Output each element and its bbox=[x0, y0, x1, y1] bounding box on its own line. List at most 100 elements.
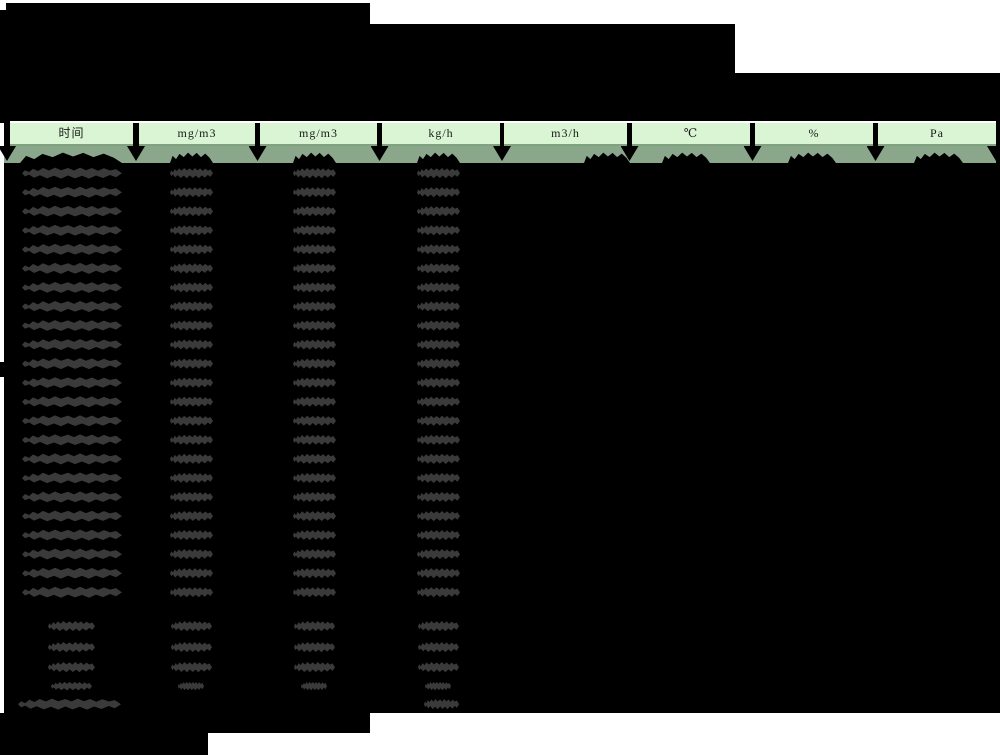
header-cell-temp-c[interactable]: ℃ bbox=[632, 123, 750, 146]
redaction-block-subtitle bbox=[0, 24, 735, 73]
redacted-value-blob bbox=[293, 472, 336, 483]
redacted-value-blob bbox=[170, 377, 213, 388]
header-cell-mg-m3-1[interactable]: mg/m3 bbox=[139, 123, 255, 146]
redacted-stat-value-blob bbox=[294, 621, 335, 632]
redacted-time-blob bbox=[22, 377, 122, 389]
redacted-value-blob bbox=[293, 339, 336, 350]
redacted-value-blob bbox=[293, 282, 336, 293]
redacted-stat-value-blob bbox=[294, 662, 335, 673]
redacted-stat-label-blob bbox=[48, 662, 95, 673]
redacted-value-blob bbox=[417, 491, 460, 503]
redacted-first-row-value bbox=[914, 152, 963, 163]
header-cell-kg-h[interactable]: kg/h bbox=[382, 123, 500, 146]
redacted-value-blob bbox=[417, 225, 460, 236]
redacted-value-blob bbox=[170, 568, 213, 579]
redacted-value-blob bbox=[417, 396, 460, 407]
redacted-value-blob bbox=[417, 472, 460, 483]
redacted-value-blob bbox=[293, 225, 336, 236]
redacted-value-blob bbox=[417, 587, 460, 598]
redacted-value-blob bbox=[293, 263, 336, 274]
redacted-value-blob bbox=[170, 263, 213, 274]
redacted-value-blob bbox=[293, 453, 336, 464]
redacted-footer-label-blob bbox=[18, 698, 121, 710]
redacted-value-blob bbox=[293, 377, 336, 388]
redacted-value-blob bbox=[293, 168, 336, 179]
redacted-time-blob bbox=[22, 453, 122, 465]
redacted-stat-label-blob bbox=[48, 621, 95, 632]
redacted-value-blob bbox=[170, 301, 213, 312]
redacted-value-blob bbox=[170, 187, 213, 198]
redacted-stat-value-blob bbox=[418, 662, 459, 673]
redacted-value-blob bbox=[417, 320, 460, 331]
redacted-first-row-value bbox=[584, 152, 630, 163]
redacted-stat-value-blob bbox=[418, 621, 459, 632]
band-divider-wedge bbox=[493, 146, 511, 161]
redacted-first-row-value bbox=[417, 152, 460, 163]
redacted-value-blob bbox=[170, 320, 213, 331]
redaction-tick-left-margin bbox=[0, 362, 9, 377]
redacted-value-blob bbox=[293, 206, 336, 217]
header-cell-mg-m3-2[interactable]: mg/m3 bbox=[260, 123, 377, 146]
redacted-stat-value-blob bbox=[294, 642, 335, 653]
redacted-time-blob bbox=[22, 320, 122, 331]
redacted-value-blob bbox=[417, 529, 460, 541]
redacted-value-blob bbox=[293, 301, 336, 312]
redacted-value-blob bbox=[170, 339, 213, 350]
header-cell-time[interactable]: 时间 bbox=[10, 123, 133, 146]
redacted-value-blob bbox=[417, 434, 460, 445]
redacted-value-blob bbox=[293, 510, 336, 522]
redacted-stat-value-blob bbox=[425, 681, 451, 691]
header-cell-m3-h[interactable]: m3/h bbox=[504, 123, 627, 146]
redacted-stat-label-blob bbox=[48, 642, 95, 653]
redacted-stat-value-blob bbox=[301, 681, 327, 691]
band-divider-wedge bbox=[987, 146, 1000, 161]
redacted-value-blob bbox=[293, 415, 336, 426]
redacted-time-blob bbox=[22, 186, 122, 198]
redacted-stat-value-blob bbox=[171, 621, 212, 632]
redacted-time-blob bbox=[22, 262, 122, 274]
redacted-value-blob bbox=[293, 434, 336, 445]
redacted-value-blob bbox=[417, 301, 460, 312]
redacted-value-blob bbox=[417, 358, 460, 369]
redacted-first-row-value bbox=[788, 152, 836, 163]
redacted-value-blob bbox=[417, 510, 460, 522]
redaction-sliver-right bbox=[996, 121, 1000, 123]
redacted-value-blob bbox=[417, 549, 460, 560]
redacted-time-blob bbox=[22, 301, 122, 312]
redacted-time-blob bbox=[22, 491, 122, 503]
redacted-value-blob bbox=[417, 377, 460, 388]
band-divider-wedge bbox=[248, 146, 267, 161]
band-divider-wedge bbox=[0, 146, 16, 161]
redacted-time-blob bbox=[22, 358, 122, 370]
redacted-time-blob bbox=[22, 167, 122, 179]
redacted-time-blob bbox=[22, 472, 122, 484]
redaction-block-bottom-mid bbox=[0, 713, 370, 733]
header-cell-percent[interactable]: % bbox=[755, 123, 873, 146]
redacted-value-blob bbox=[417, 206, 460, 217]
redacted-value-blob bbox=[293, 358, 336, 369]
redacted-value-blob bbox=[293, 529, 336, 541]
redacted-stat-value-blob bbox=[418, 642, 459, 653]
redacted-value-blob bbox=[293, 396, 336, 407]
redacted-first-row-value bbox=[662, 152, 710, 163]
redacted-value-blob bbox=[417, 339, 460, 350]
redacted-first-row-value bbox=[20, 152, 122, 163]
band-divider-wedge bbox=[127, 146, 145, 161]
redaction-block-above-table bbox=[0, 73, 1000, 121]
redacted-time-blob bbox=[22, 510, 122, 522]
redacted-time-blob bbox=[22, 529, 122, 541]
redacted-value-blob bbox=[170, 168, 213, 179]
redacted-time-blob bbox=[22, 339, 122, 351]
redacted-value-blob bbox=[170, 206, 213, 217]
redacted-value-blob bbox=[417, 568, 460, 579]
redacted-value-blob bbox=[170, 282, 213, 293]
redacted-time-blob bbox=[22, 567, 122, 579]
redacted-first-row-value bbox=[170, 152, 213, 163]
redacted-time-blob bbox=[22, 586, 122, 598]
redacted-value-blob bbox=[170, 396, 213, 407]
band-divider-wedge bbox=[370, 146, 389, 161]
header-cell-pa[interactable]: Pa bbox=[878, 123, 996, 146]
redacted-value-blob bbox=[293, 549, 336, 560]
